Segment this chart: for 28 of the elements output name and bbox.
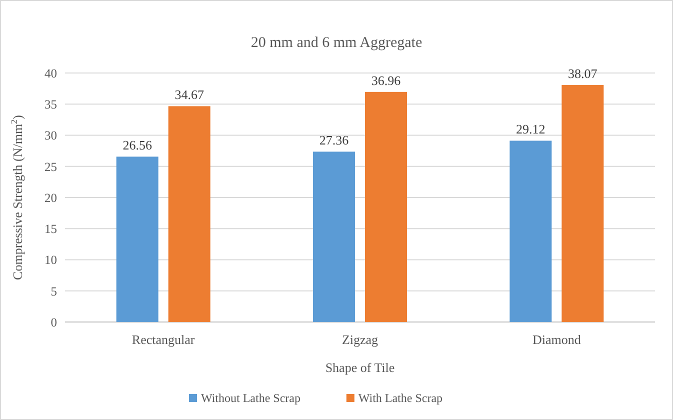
y-tick-label: 40 [44, 66, 57, 80]
legend-label: With Lathe Scrap [358, 391, 443, 406]
x-tick-label: Diamond [532, 332, 582, 347]
bar [562, 85, 604, 322]
data-label: 27.36 [319, 132, 350, 148]
x-axis-title: Shape of Tile [325, 360, 395, 375]
data-label: 29.12 [516, 122, 546, 137]
y-tick-label: 15 [44, 222, 57, 236]
chart-title: 20 mm and 6 mm Aggregate [250, 35, 422, 51]
bar [168, 106, 210, 322]
y-tick-label: 25 [44, 160, 57, 174]
data-label: 34.67 [174, 87, 204, 102]
bar [116, 156, 158, 322]
x-tick-label: Zigzag [342, 332, 379, 347]
data-label: 36.96 [371, 72, 402, 88]
data-label: 26.56 [122, 138, 152, 153]
y-tick-label: 35 [44, 98, 57, 112]
bar [313, 152, 355, 322]
x-tick-label: Rectangular [132, 332, 196, 347]
y-tick-label: 20 [44, 190, 57, 205]
data-label: 38.07 [568, 66, 598, 82]
y-tick-label: 5 [50, 284, 57, 298]
bar [365, 92, 407, 322]
y-tick-label: 30 [44, 128, 57, 143]
bar [510, 140, 552, 322]
y-tick-label: 10 [44, 253, 57, 268]
legend-label: Without Lathe Scrap [201, 391, 300, 406]
y-tick-label: 0 [50, 315, 57, 330]
